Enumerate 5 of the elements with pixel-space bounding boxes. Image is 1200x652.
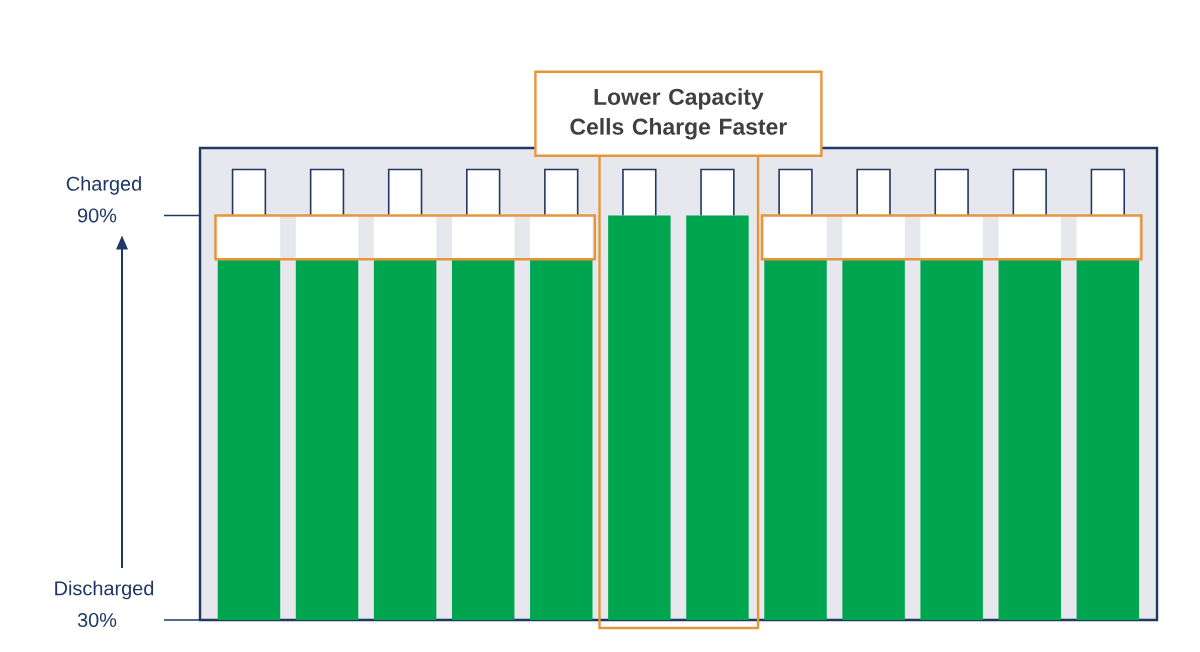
text: Charged <box>66 176 141 195</box>
y-tick-label: 30% <box>77 612 117 628</box>
y-tick-label: 90% <box>77 208 117 223</box>
text: Discharged <box>55 580 154 600</box>
text: Lower Capacity Cells Charge Faster <box>570 88 787 140</box>
